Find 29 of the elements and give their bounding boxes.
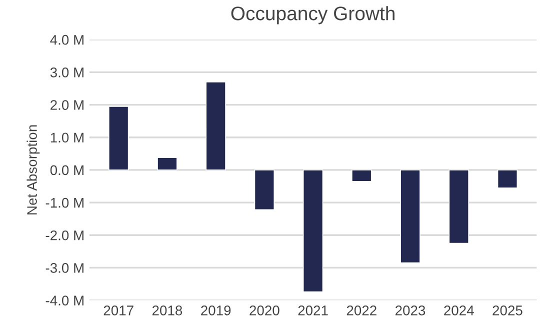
bar <box>254 170 275 210</box>
x-tick-label: 2017 <box>104 306 134 316</box>
bar <box>157 157 178 170</box>
bar <box>206 82 226 170</box>
bar <box>302 170 324 292</box>
x-tick-label: 2022 <box>346 306 376 316</box>
y-tick-label: -2.0 M <box>46 230 84 240</box>
x-tick-label: 2023 <box>396 306 426 316</box>
y-tick-label: 2.0 M <box>50 100 84 110</box>
y-tick-label: 1.0 M <box>50 132 84 143</box>
x-tick-label: 2024 <box>444 306 474 316</box>
y-tick-label: 3.0 M <box>50 68 84 78</box>
x-tick-label: 2025 <box>492 306 522 316</box>
chart-title: Occupancy Growth <box>231 6 394 24</box>
bar <box>497 170 518 188</box>
y-tick-label: 0.0 M <box>50 165 84 176</box>
bar <box>400 170 420 264</box>
y-tick-label: -4.0 M <box>46 296 84 306</box>
x-tick-label: 2020 <box>250 306 280 316</box>
bar <box>352 170 372 182</box>
x-tick-label: 2018 <box>152 306 182 316</box>
y-tick-label: 4.0 M <box>50 34 84 45</box>
y-tick-label: -1.0 M <box>46 198 84 208</box>
x-tick-label: 2019 <box>201 306 231 316</box>
x-tick-label: 2021 <box>298 306 328 316</box>
y-axis-title: Net Absorption <box>26 125 40 214</box>
bar <box>448 170 470 244</box>
bar <box>108 106 129 170</box>
y-tick-label: -3.0 M <box>46 263 84 273</box>
